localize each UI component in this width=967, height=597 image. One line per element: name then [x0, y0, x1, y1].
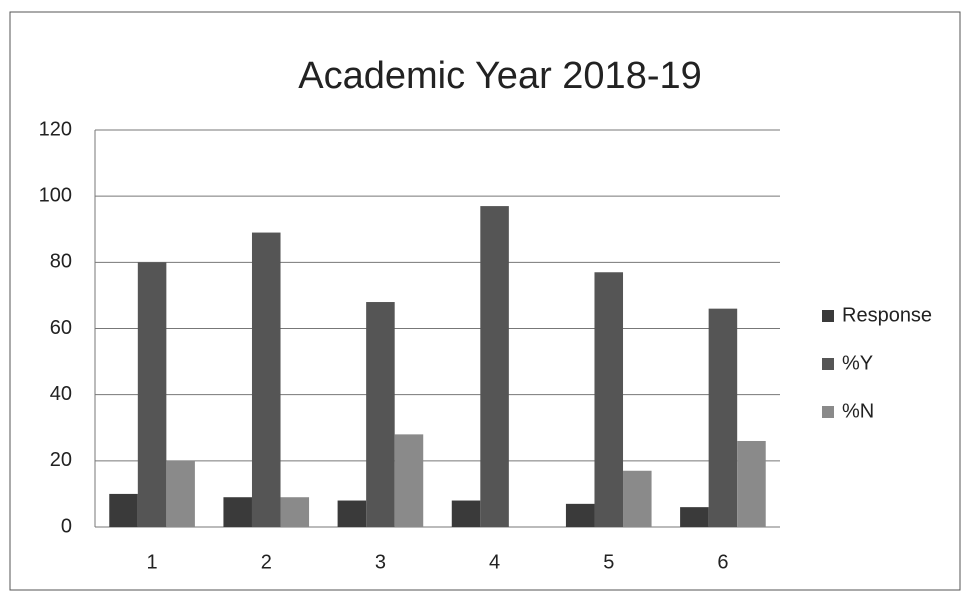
bar	[708, 308, 738, 527]
bar	[623, 470, 652, 527]
x-tick-label: 5	[603, 551, 614, 573]
y-tick-label: 100	[39, 184, 72, 206]
bar	[166, 460, 195, 527]
bar	[480, 206, 509, 527]
y-tick-label: 60	[50, 317, 72, 339]
legend-label: %Y	[842, 352, 873, 374]
x-tick-label: 2	[261, 551, 272, 573]
x-tick-label: 4	[489, 551, 500, 573]
legend-label: Response	[842, 304, 932, 326]
bar	[109, 493, 138, 527]
y-tick-label: 40	[50, 383, 72, 405]
bar	[251, 232, 281, 527]
bar	[137, 262, 167, 527]
x-tick-label: 1	[147, 551, 158, 573]
bar	[280, 497, 310, 527]
y-tick-label: 0	[61, 515, 72, 537]
bar	[451, 500, 481, 527]
chart-border	[9, 11, 961, 591]
bar	[394, 434, 424, 527]
bar	[594, 272, 624, 527]
bar	[337, 500, 367, 527]
legend-label: %N	[842, 400, 874, 422]
bar	[223, 497, 252, 527]
chart-title: Academic Year 2018-19	[298, 55, 702, 97]
y-tick-label: 20	[50, 449, 72, 471]
legend-swatch	[822, 406, 834, 418]
bar	[680, 507, 709, 527]
legend-swatch	[822, 310, 834, 322]
y-tick-label: 80	[50, 251, 72, 273]
y-tick-label: 120	[39, 118, 72, 140]
x-tick-label: 6	[717, 551, 728, 573]
bar	[565, 503, 595, 527]
x-tick-label: 3	[375, 551, 386, 573]
legend-swatch	[822, 358, 834, 370]
bar	[366, 302, 395, 527]
bar	[737, 440, 766, 527]
